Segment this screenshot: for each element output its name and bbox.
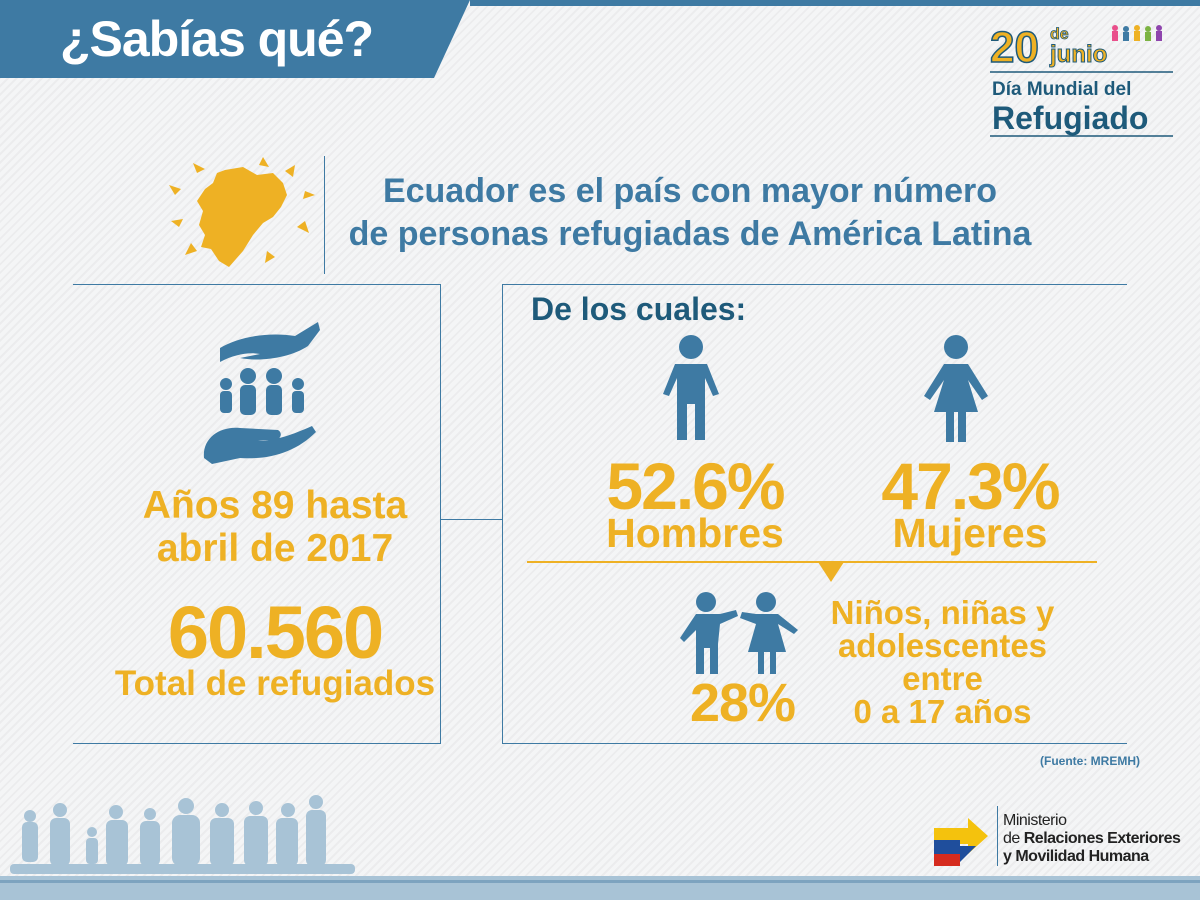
period-line1: Años 89 hasta [142, 484, 408, 527]
down-arrow-icon [818, 562, 844, 582]
source-prefix: (Fuente: [1040, 754, 1091, 768]
logo-people-icon [1112, 25, 1162, 41]
breakdown-subtitle: De los cuales: [531, 291, 747, 327]
period-text: Años 89 hasta abril de 2017 [90, 484, 460, 570]
logo-de: de [1050, 26, 1069, 43]
left-panel-bottom-border [73, 743, 441, 744]
children-line1: Niños, niñas y [830, 594, 1055, 631]
children-icon [680, 592, 798, 674]
headline-line2: de personas refugiadas de América Latina [348, 215, 1032, 253]
ministry-line2-prefix: de [1003, 830, 1024, 847]
ministry-line3: y Movilidad Humana [1003, 848, 1149, 865]
headline: Ecuador es el país con mayor número de p… [345, 170, 1035, 256]
children-label: Niños, niñas y adolescentes entre 0 a 17… [820, 596, 1065, 728]
source-note: (Fuente: MREMH) [1040, 754, 1140, 768]
source-name: MREMH [1090, 754, 1136, 768]
total-refugees-label: Total de refugiados [114, 664, 436, 703]
headline-divider [324, 156, 325, 274]
right-panel-bottom-border [502, 743, 1127, 744]
left-panel-right-border [440, 284, 441, 744]
women-percentage: 47.3% [881, 449, 1060, 523]
left-panel-top-border [73, 284, 440, 285]
ministry-line2: de Relaciones Exteriores [1003, 830, 1181, 848]
logo-line1: Día Mundial del [992, 79, 1131, 100]
ecuador-map-icon [169, 157, 315, 267]
panel-connector-line [440, 519, 502, 520]
ministry-line2-bold: Relaciones Exteriores [1023, 830, 1181, 847]
top-rule [470, 0, 1200, 6]
children-line2: adolescentes [837, 627, 1048, 664]
refugee-day-logo: 20 de junio Día Mundial del Refugiado [989, 22, 1173, 137]
ministry-line1: Ministerio [1003, 812, 1067, 829]
total-refugees-value: 60.560 [167, 591, 384, 674]
walking-refugees-silhouette-icon [10, 795, 355, 874]
right-panel-top-border [502, 284, 1127, 285]
period-line2: abril de 2017 [156, 527, 394, 570]
women-label: Mujeres [892, 510, 1048, 556]
ministry-emblem-icon [934, 818, 988, 866]
section-divider [527, 561, 1097, 563]
logo-line2: Refugiado [992, 100, 1148, 136]
ministry-divider [997, 806, 998, 866]
logo-month: junio [1049, 41, 1107, 68]
source-suffix: ) [1136, 754, 1140, 768]
children-line4: 0 a 17 años [853, 693, 1032, 730]
logo-day: 20 [990, 23, 1039, 72]
header-banner [0, 0, 470, 78]
banner-title: ¿Sabías qué? [60, 11, 374, 67]
woman-icon [924, 335, 988, 442]
headline-line1: Ecuador es el país con mayor número [382, 172, 998, 210]
hands-protecting-family-icon [203, 322, 320, 464]
men-percentage: 52.6% [606, 449, 785, 523]
man-icon [663, 335, 719, 440]
footer-line [0, 880, 1200, 883]
children-percentage: 28% [689, 673, 796, 733]
men-label: Hombres [606, 510, 784, 556]
ministry-name: Ministerio de Relaciones Exteriores y Mo… [1003, 812, 1181, 866]
right-panel-left-border [502, 284, 503, 744]
children-line3: entre [902, 660, 983, 697]
